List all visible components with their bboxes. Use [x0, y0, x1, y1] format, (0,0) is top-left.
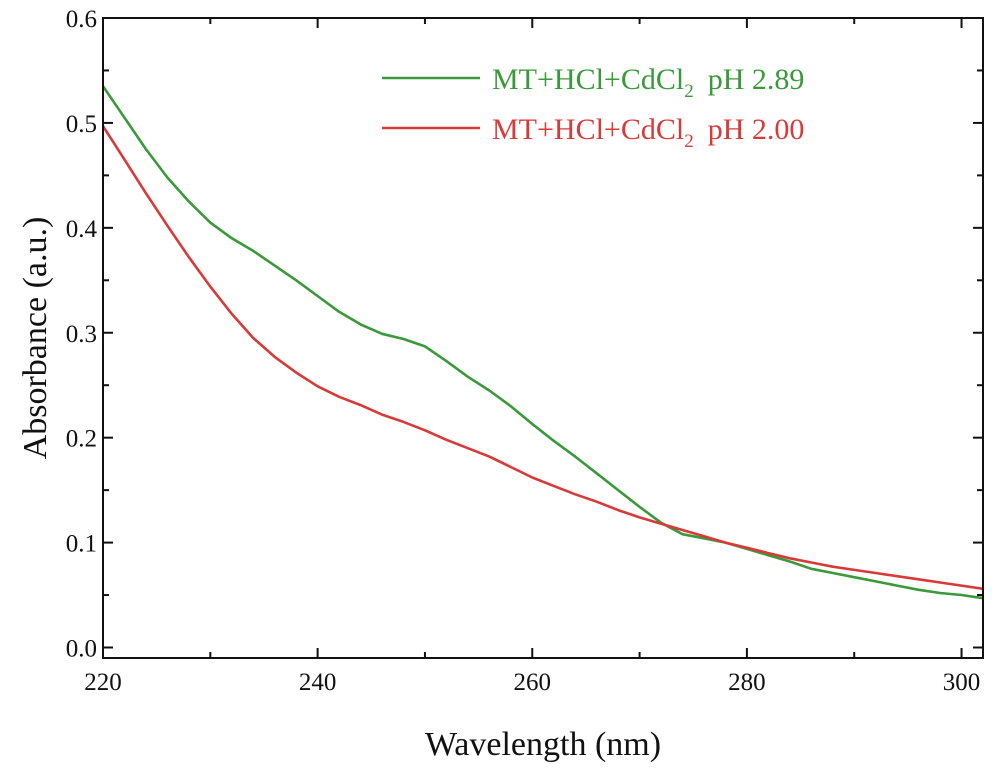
- y-tick-label: 0.3: [66, 321, 97, 348]
- legend-label-ph: pH 2.00: [708, 113, 805, 146]
- x-tick-label: 300: [943, 669, 981, 696]
- x-axis-title: Wavelength (nm): [425, 726, 661, 763]
- series-layer: [101, 85, 984, 600]
- legend-label-1: MT+HCl+CdCl2 pH 2.89: [492, 63, 804, 102]
- plot-frame: [102, 17, 984, 659]
- x-tick-label: 260: [514, 669, 552, 696]
- y-tick-label: 0.1: [66, 531, 97, 558]
- legend-label-main: MT+HCl+CdCl: [492, 113, 684, 146]
- series-line-1: [101, 85, 984, 600]
- y-axis-title: Absorbance (a.u.): [17, 217, 54, 460]
- legend-label-subscript: 2: [684, 81, 694, 102]
- y-tick-label: 0.6: [66, 6, 97, 33]
- y-tick-label: 0.2: [66, 426, 97, 453]
- legend-label-2: MT+HCl+CdCl2 pH 2.00: [492, 113, 804, 152]
- x-tick-label: 220: [84, 669, 122, 696]
- legend-label-main: MT+HCl+CdCl: [492, 63, 684, 96]
- x-tick-label: 240: [299, 669, 337, 696]
- series-line-2: [101, 125, 984, 591]
- y-tick-label: 0.4: [66, 216, 98, 243]
- x-tick-label: 280: [728, 669, 766, 696]
- y-tick-label: 0.5: [66, 111, 97, 138]
- legend-label-subscript: 2: [684, 131, 694, 152]
- axes-layer: 220 240 260 280 300 0.0 0.1 0.2 0.3 0.4 0.5 0.6: [66, 6, 984, 696]
- legend-label-ph: pH 2.89: [708, 63, 805, 96]
- y-tick-label: 0.0: [66, 636, 97, 663]
